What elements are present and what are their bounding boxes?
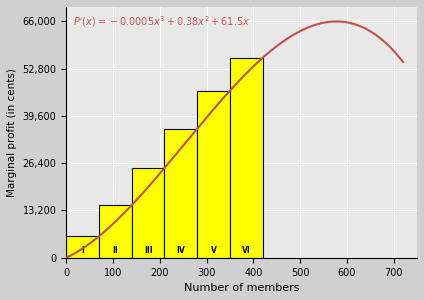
X-axis label: Number of members: Number of members: [184, 283, 299, 293]
Text: $P'(x) = -0.0005x^3 + 0.38x^2 + 61.5x$: $P'(x) = -0.0005x^3 + 0.38x^2 + 61.5x$: [73, 14, 251, 29]
Text: II: II: [112, 246, 118, 255]
Bar: [165, 129, 197, 258]
Text: VI: VI: [242, 246, 251, 255]
Text: III: III: [144, 246, 152, 255]
Y-axis label: Marginal profit (in cents): Marginal profit (in cents): [7, 68, 17, 197]
Bar: [99, 205, 132, 258]
Bar: [230, 58, 263, 258]
Bar: [66, 236, 99, 258]
Text: V: V: [211, 246, 217, 255]
Bar: [132, 168, 165, 258]
Text: IV: IV: [176, 246, 185, 255]
Bar: [197, 91, 230, 258]
Text: I: I: [81, 246, 84, 255]
